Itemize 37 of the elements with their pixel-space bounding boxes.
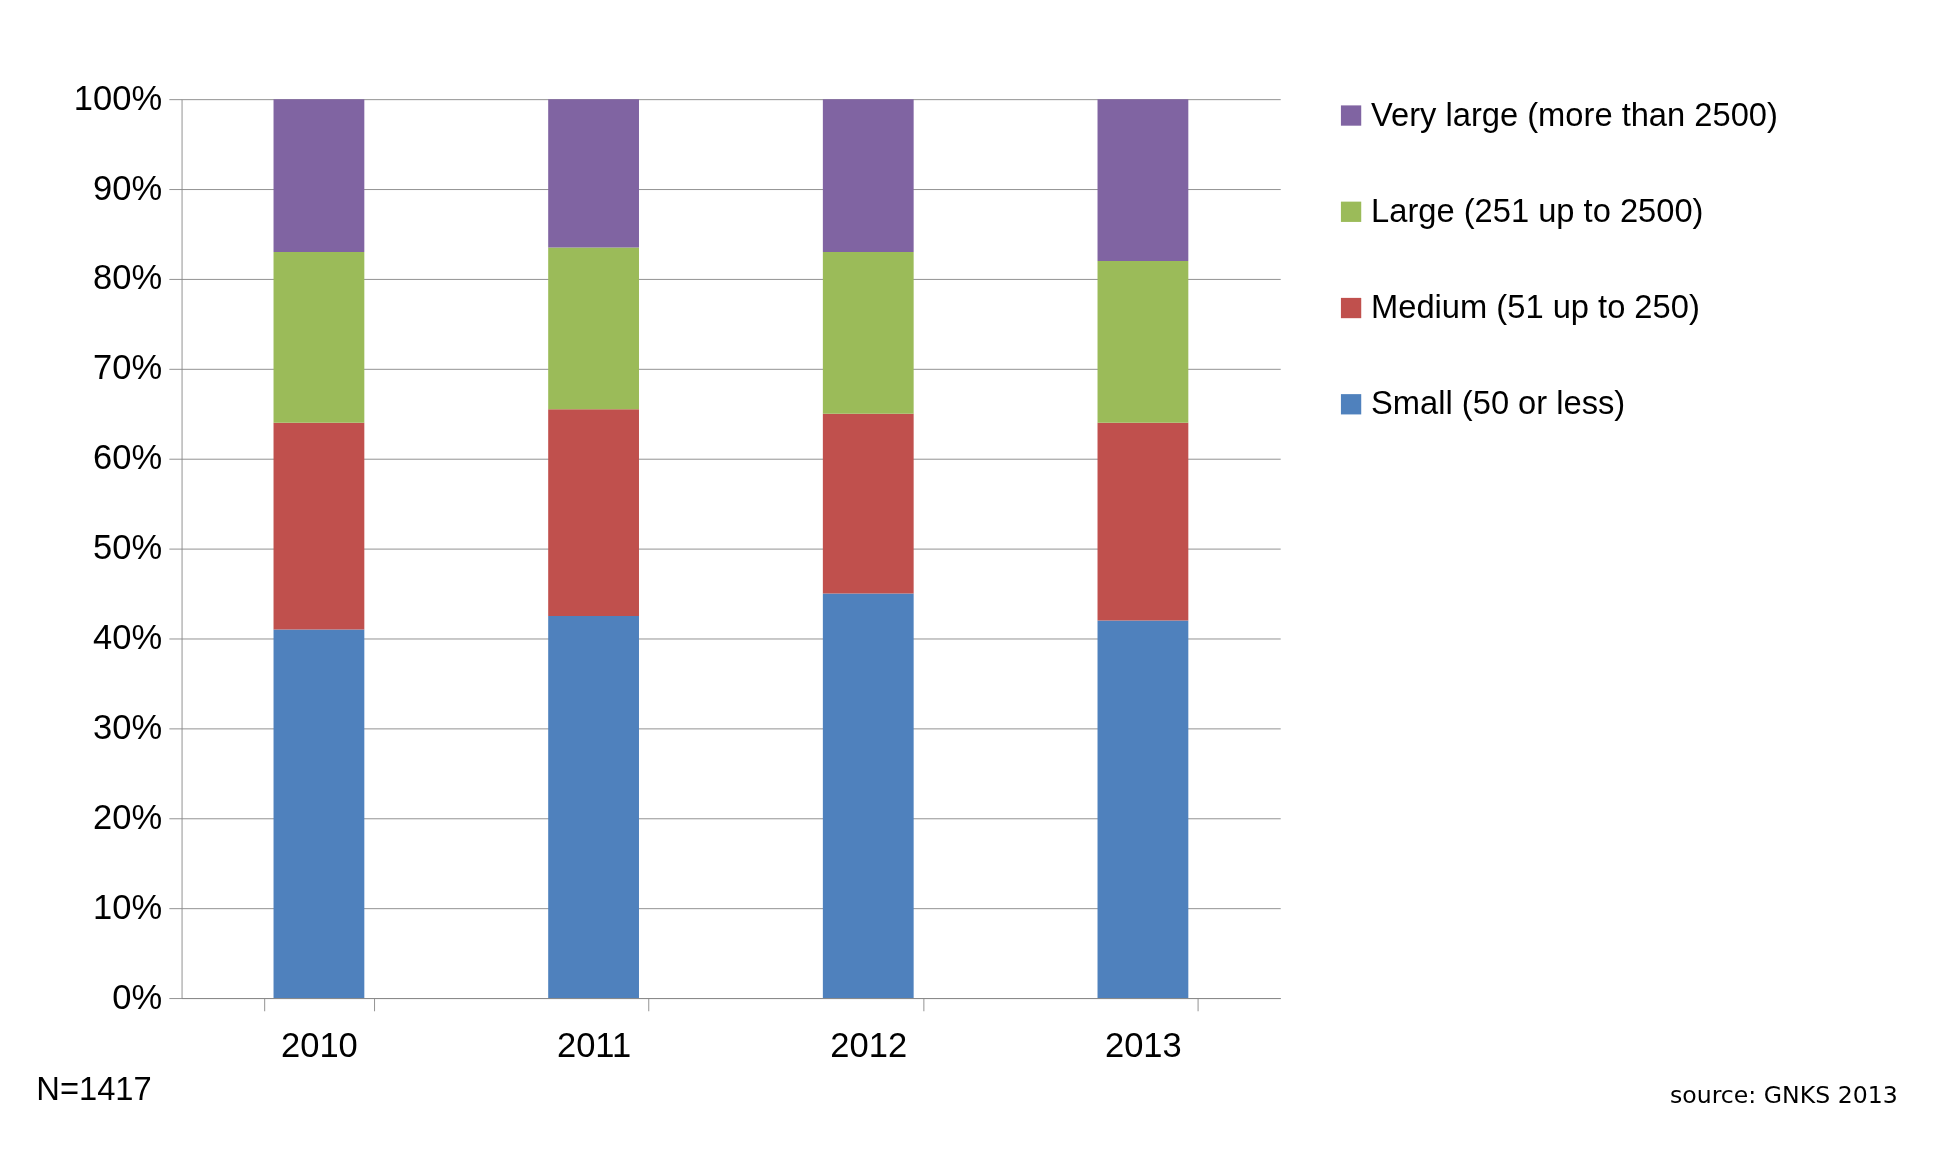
x-tick-label: 2010: [281, 1025, 358, 1064]
legend-label: Large (251 up to 2500): [1371, 191, 1704, 229]
legend-label: Very large (more than 2500): [1371, 95, 1778, 133]
x-tick-label: 2012: [830, 1025, 908, 1064]
x-tick-label: 2013: [1105, 1025, 1182, 1064]
y-tick-label: 30%: [93, 707, 163, 746]
legend-label: Medium (51 up to 250): [1371, 288, 1700, 326]
y-tick-label: 0%: [112, 977, 163, 1016]
bar: [822, 99, 914, 253]
bar: [1097, 99, 1189, 261]
y-tick-label: 60%: [93, 438, 163, 477]
bar: [273, 422, 365, 630]
bar: [1097, 422, 1189, 621]
y-tick-label: 20%: [93, 797, 163, 836]
y-tick-label: 70%: [93, 348, 163, 387]
bar: [822, 252, 914, 414]
bar: [273, 629, 365, 999]
bar: [273, 252, 365, 423]
bar: [273, 99, 365, 253]
bar: [548, 616, 639, 999]
bar: [1097, 261, 1189, 423]
text: N=1417: [36, 1069, 152, 1107]
bar: [822, 413, 914, 594]
bar: [548, 409, 639, 617]
y-tick-label: 10%: [93, 887, 163, 926]
y-tick-label: 50%: [93, 528, 163, 567]
x-tick-label: 2011: [556, 1025, 632, 1064]
bar: [548, 99, 639, 248]
bar: [1097, 620, 1189, 999]
legend-label: Small (50 or less): [1371, 384, 1626, 422]
y-tick-label: 80%: [93, 258, 163, 297]
bar: [822, 593, 914, 999]
y-tick-label: 90%: [93, 168, 163, 207]
y-tick-label: 40%: [93, 617, 163, 656]
source-note: source: GNKS 2013: [1669, 1080, 1898, 1109]
bar: [548, 247, 639, 410]
y-tick-label: 100%: [73, 78, 163, 117]
